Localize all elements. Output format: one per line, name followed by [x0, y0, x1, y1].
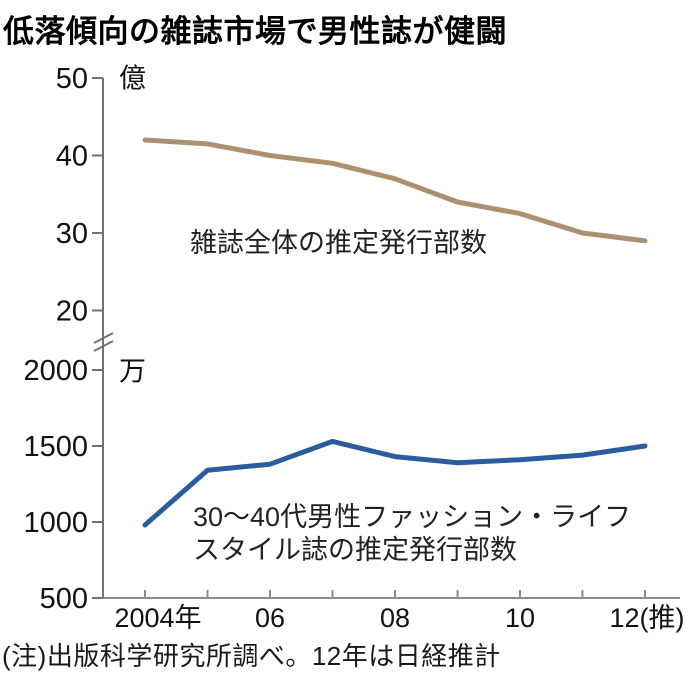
y-tick-label-50: 50 [56, 63, 88, 95]
top-series-label: 雑誌全体の推定発行部数 [190, 228, 487, 258]
bottom-series-label-line2: スタイル誌の推定発行部数 [193, 535, 517, 565]
y-tick-label-1000: 1000 [23, 507, 88, 539]
y-tick-label-40: 40 [56, 141, 88, 173]
y-tick-label-20: 20 [56, 296, 88, 328]
y-tick-label-1500: 1500 [23, 431, 88, 463]
bottom-series-label-line1: 30〜40代男性ファッション・ライフ [193, 502, 631, 532]
generated-chart-layer: 50 40 30 20 2000 1500 1000 500 2004年 06 08 10 12(推) [23, 63, 684, 633]
x-tick-label-2004: 2004年 [114, 603, 201, 633]
total-magazines-line [142, 137, 648, 244]
x-tick-label-2012: 12(推) [609, 603, 684, 633]
axis-break-icon [93, 332, 114, 352]
mens-magazines-line [142, 438, 648, 528]
page-title: 低落傾向の雑誌市場で男性誌が健闘 [3, 14, 507, 49]
top-axis-unit-label: 億 [119, 63, 146, 93]
y-tick-label-2000: 2000 [23, 355, 88, 387]
x-tick-label-2010: 10 [505, 603, 535, 633]
source-note: (注)出版科学研究所調べ。12年は日経推計 [2, 641, 501, 671]
x-tick-label-2006: 06 [255, 603, 285, 633]
y-tick-label-30: 30 [56, 218, 88, 250]
x-tick-label-2008: 08 [380, 603, 410, 633]
bottom-axis-unit-label: 万 [119, 356, 146, 386]
y-tick-label-500: 500 [40, 583, 88, 615]
